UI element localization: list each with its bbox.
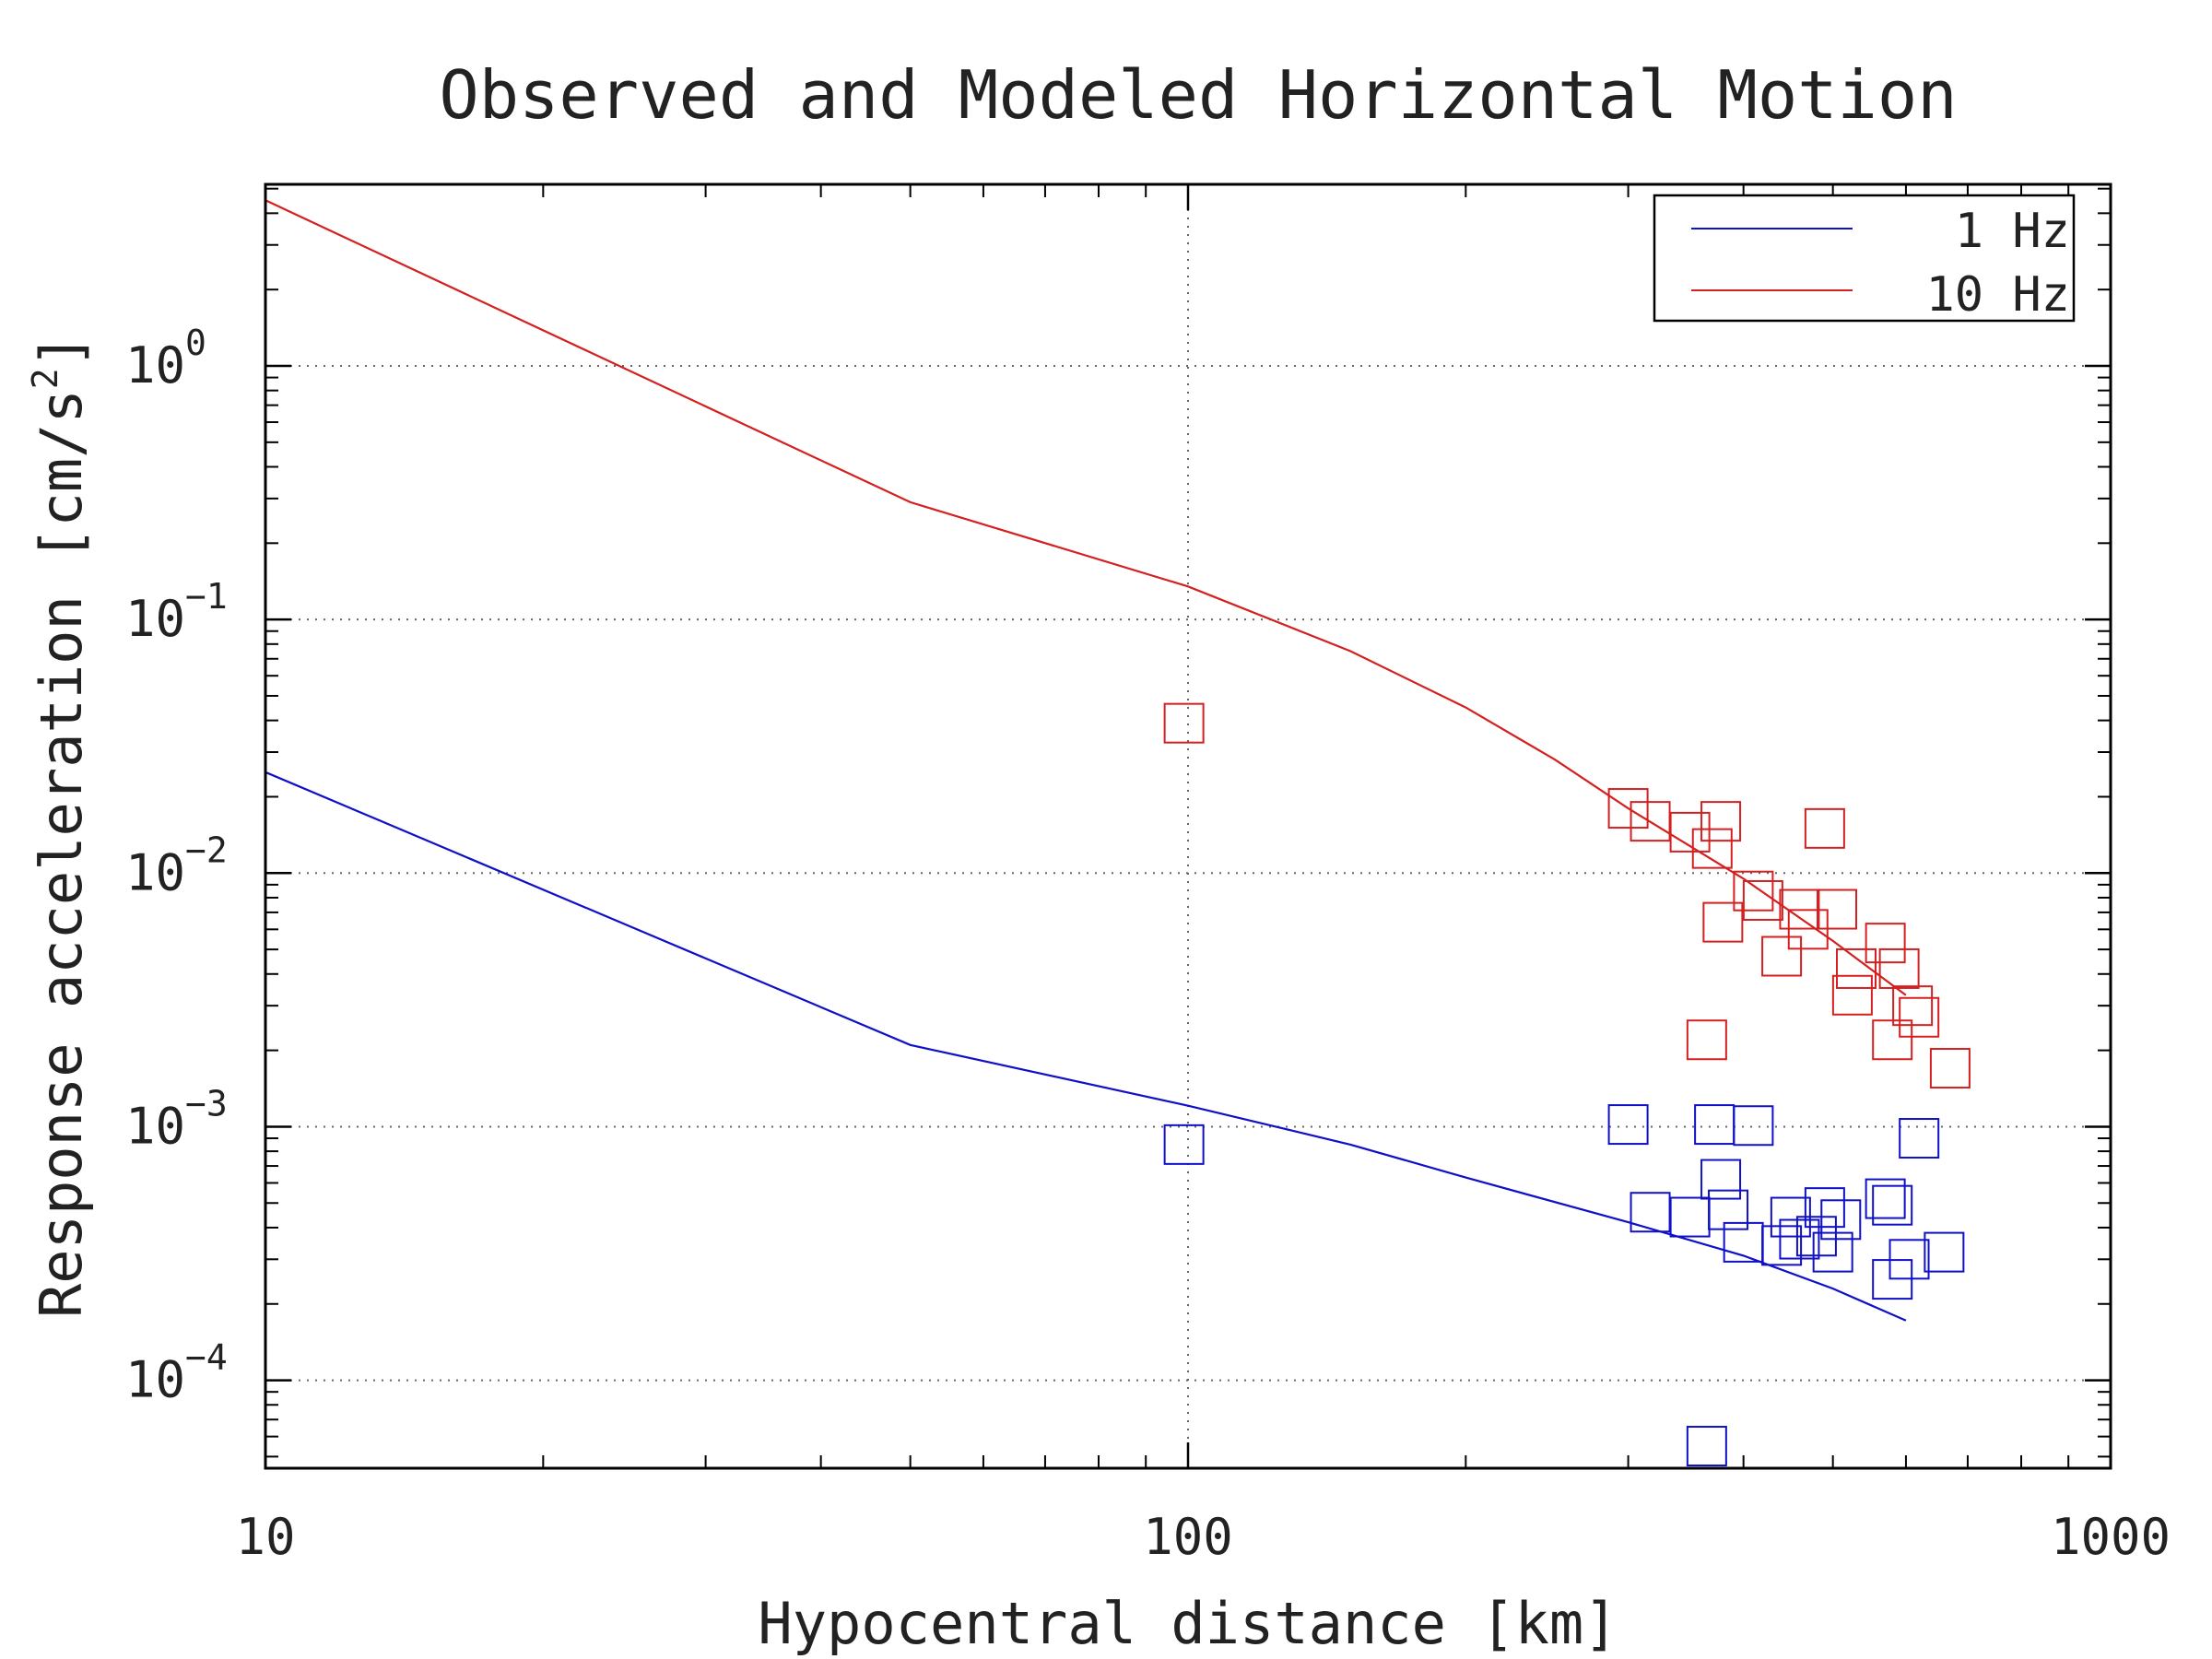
observed-point-10hz: [1892, 985, 1934, 1027]
observed-point-10hz: [1700, 801, 1742, 842]
x-tick-label: 10: [235, 1508, 295, 1566]
observed-point-1hz: [1924, 1231, 1965, 1273]
observed-point-1hz: [1899, 1118, 1940, 1159]
observed-point-10hz: [1669, 811, 1711, 853]
y-tick-label: 100: [125, 323, 206, 394]
series-layer: [265, 199, 1971, 1467]
y-tick-label: 10−1: [125, 576, 228, 648]
observed-point-10hz: [1878, 947, 1920, 989]
observed-point-1hz: [1630, 1192, 1671, 1233]
observed-point-10hz: [1929, 1048, 1971, 1089]
grid-layer: [265, 184, 2111, 1468]
observed-point-1hz: [1686, 1426, 1727, 1467]
x-tick-label: 1000: [2051, 1508, 2171, 1566]
observed-point-1hz: [1708, 1189, 1749, 1230]
legend-box: [1653, 194, 2076, 323]
observed-point-1hz: [1872, 1184, 1913, 1226]
observed-point-10hz: [1630, 801, 1671, 842]
observed-point-1hz: [1804, 1187, 1845, 1229]
observed-point-10hz: [1865, 923, 1906, 964]
y-tick-label: 10−2: [125, 830, 228, 901]
model-line-1hz: [265, 771, 1907, 1322]
observed-point-10hz: [1163, 702, 1205, 744]
series-1hz: [265, 771, 1965, 1467]
legend-label-1hz: 1 Hz: [1955, 204, 2070, 259]
observed-point-1hz: [1865, 1178, 1906, 1219]
chart-title: Observed and Modeled Horizontal Motion: [439, 56, 1957, 134]
observed-point-10hz: [1742, 879, 1783, 921]
observed-point-10hz: [1702, 901, 1744, 943]
plot-frame: [264, 182, 2112, 1470]
observed-point-10hz: [1816, 888, 1857, 930]
observed-point-1hz: [1733, 1105, 1774, 1147]
observed-point-10hz: [1804, 807, 1845, 849]
observed-point-1hz: [1779, 1218, 1820, 1260]
observed-point-1hz: [1163, 1124, 1205, 1165]
y-tick-label: 10−4: [125, 1337, 228, 1409]
y-axis-label-main: Response acceleration [cm/s: [28, 389, 95, 1318]
y-axis-label-close: ]: [28, 334, 95, 368]
series-10hz: [265, 199, 1971, 1089]
observed-point-1hz: [1700, 1159, 1742, 1200]
observed-point-10hz: [1899, 996, 1940, 1038]
y-axis-label: Response acceleration [cm/s2]: [25, 334, 95, 1318]
observed-point-10hz: [1607, 788, 1649, 830]
observed-point-10hz: [1733, 870, 1774, 912]
tick-layer: 10 100 1000 10−4 10−3 10−2 10−1 100: [125, 184, 2171, 1566]
x-axis-label: Hypocentral distance [km]: [758, 1590, 1618, 1657]
legend: 1 Hz 10 Hz: [1653, 194, 2076, 323]
observed-point-1hz: [1888, 1239, 1930, 1280]
y-axis-label-exponent: 2: [25, 368, 65, 389]
observed-point-1hz: [1761, 1225, 1803, 1266]
y-tick-label: 10−3: [125, 1083, 228, 1155]
observed-point-1hz: [1820, 1199, 1862, 1241]
observed-point-10hz: [1686, 1019, 1727, 1061]
observed-point-1hz: [1812, 1231, 1853, 1273]
observed-point-1hz: [1795, 1216, 1837, 1257]
observed-point-10hz: [1691, 828, 1733, 869]
observed-point-10hz: [1836, 947, 1877, 989]
observed-point-10hz: [1761, 935, 1803, 977]
x-tick-label: 100: [1143, 1508, 1233, 1566]
observed-point-10hz: [1831, 974, 1873, 1016]
observed-point-1hz: [1607, 1104, 1649, 1146]
legend-label-10hz: 10 Hz: [1925, 267, 2070, 323]
